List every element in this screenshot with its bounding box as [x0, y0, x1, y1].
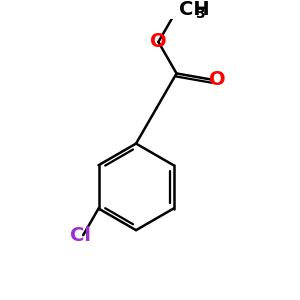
- Text: CH: CH: [179, 0, 209, 19]
- Text: O: O: [209, 70, 226, 89]
- Text: 3: 3: [195, 8, 205, 21]
- Text: O: O: [150, 32, 167, 52]
- Text: Cl: Cl: [70, 226, 91, 244]
